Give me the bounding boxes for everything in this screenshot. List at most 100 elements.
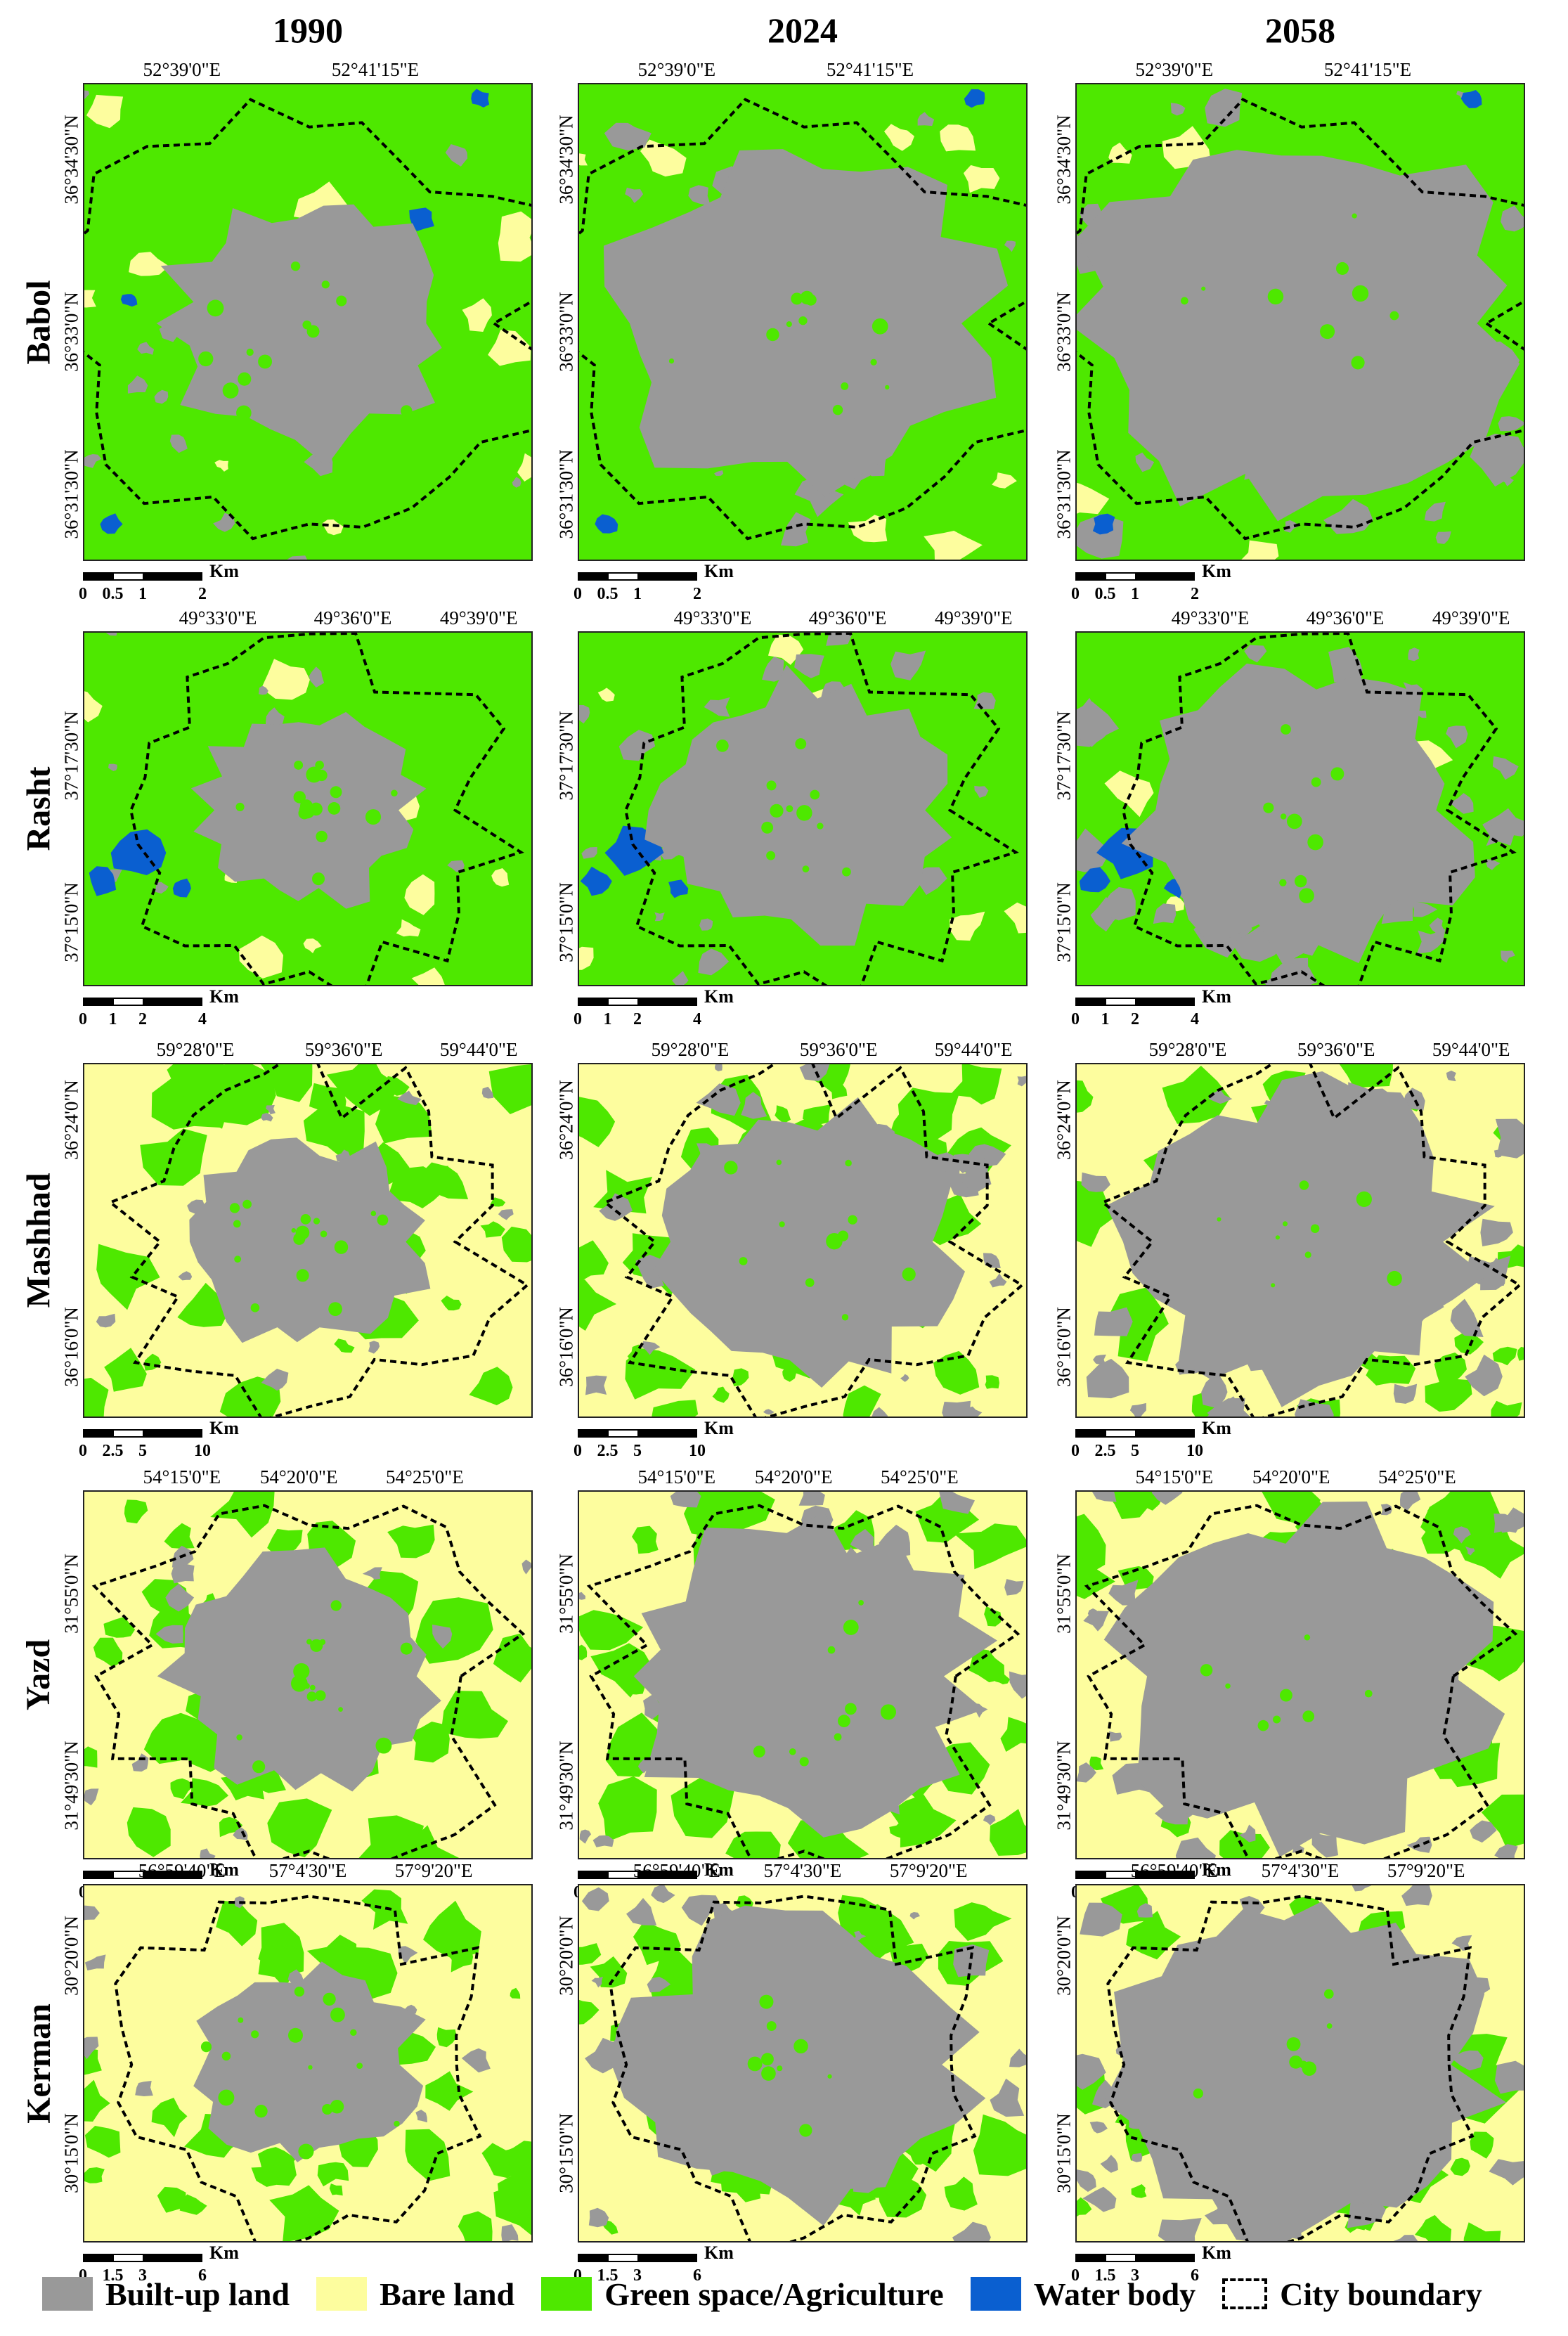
patch-green-space bbox=[880, 1704, 896, 1720]
patch-built-up bbox=[1244, 645, 1267, 663]
longitude-label: 54°15'0"E bbox=[1135, 1466, 1214, 1488]
patch-built-up bbox=[1480, 1258, 1508, 1291]
scale-bar-segment bbox=[608, 574, 637, 579]
patch-green-space bbox=[261, 1064, 313, 1102]
patch-green-space bbox=[252, 1760, 266, 1774]
patch-green-space bbox=[330, 2007, 345, 2022]
scale-bar-segment bbox=[579, 1872, 609, 1878]
patch-green-space bbox=[365, 809, 382, 825]
scale-bar-segment bbox=[608, 1431, 637, 1436]
patch-green-space bbox=[84, 2167, 105, 2183]
patch-built-up bbox=[362, 1567, 382, 1580]
patch-built-up bbox=[763, 1409, 775, 1415]
scale-bar-segments bbox=[83, 572, 202, 581]
patch-green-space bbox=[291, 1674, 308, 1692]
scale-tick-label: 3 bbox=[1131, 2266, 1139, 2285]
patch-green-space bbox=[1320, 324, 1335, 340]
patch-built-up bbox=[447, 860, 465, 872]
patch-water-body bbox=[120, 294, 138, 307]
patch-built-up bbox=[581, 846, 597, 859]
patch-green-space bbox=[855, 1910, 881, 1935]
patch-green-space bbox=[330, 2099, 344, 2114]
patch-green-space bbox=[157, 2186, 186, 2213]
longitude-label: 54°25'0"E bbox=[1378, 1466, 1456, 1488]
patch-green-space bbox=[326, 1064, 400, 1116]
patch-green-space bbox=[219, 1376, 281, 1417]
patch-built-up bbox=[445, 144, 468, 167]
patch-green-space bbox=[234, 1256, 242, 1263]
scale-bar-segment bbox=[1106, 1431, 1135, 1436]
patch-bare-land bbox=[924, 531, 983, 560]
latitude-label: 30°15'0"N bbox=[1053, 2112, 1075, 2193]
scale-tick-label: 5 bbox=[633, 1442, 642, 1460]
patch-green-space bbox=[787, 1817, 869, 1858]
patch-bare-land bbox=[579, 946, 594, 970]
patch-green-space bbox=[330, 1600, 342, 1611]
scale-bar-segment bbox=[143, 2255, 201, 2261]
patch-built-up bbox=[1009, 2048, 1026, 2067]
longitude-label: 52°41'15"E bbox=[1323, 59, 1412, 80]
longitude-label: 57°4'30"E bbox=[1261, 1860, 1340, 1881]
patch-green-space bbox=[177, 1282, 230, 1327]
patch-built-up bbox=[579, 1829, 592, 1844]
patch-green-space bbox=[127, 1807, 171, 1857]
patch-built-up bbox=[1004, 1579, 1024, 1596]
patch-green-space bbox=[304, 1683, 310, 1689]
scale-bar-segment bbox=[1135, 2255, 1193, 2261]
latitude-label: 36°34'30"N bbox=[555, 115, 577, 205]
patch-green-space bbox=[1280, 813, 1287, 820]
scale-bar-segment bbox=[84, 1431, 114, 1436]
patch-built-up bbox=[672, 971, 689, 985]
patch-built-up bbox=[1494, 1149, 1502, 1158]
scale-bar-segment bbox=[1106, 1872, 1135, 1878]
patch-green-space bbox=[405, 2129, 451, 2181]
patch-green-space bbox=[848, 1215, 857, 1225]
scale-bar-segment bbox=[579, 999, 609, 1005]
patch-bare-land bbox=[322, 520, 344, 536]
patch-built-up bbox=[990, 2078, 1025, 2117]
patch-green-space bbox=[287, 2027, 303, 2043]
patch-built-up bbox=[618, 730, 656, 761]
patch-green-space bbox=[579, 1943, 602, 1965]
legend-label: Built-up land bbox=[105, 2276, 290, 2312]
patch-green-space bbox=[1351, 356, 1365, 370]
patch-green-space bbox=[1193, 2088, 1203, 2099]
patch-green-space bbox=[315, 1690, 326, 1701]
latitude-label: 30°20'0"N bbox=[1053, 1916, 1075, 1996]
patch-green-space bbox=[328, 1302, 342, 1316]
patch-built-up bbox=[1017, 1076, 1026, 1087]
land-cover-map bbox=[578, 83, 1028, 561]
patch-green-space bbox=[493, 1633, 531, 1683]
scale-tick-label: 6 bbox=[1191, 2266, 1199, 2285]
patch-green-space bbox=[400, 1642, 413, 1655]
patch-green-space bbox=[436, 2027, 457, 2048]
legend-swatch bbox=[42, 2277, 93, 2311]
patch-green-space bbox=[329, 2183, 343, 2196]
patch-green-space bbox=[316, 830, 328, 843]
latitude-label: 37°17'30"N bbox=[555, 711, 577, 801]
patch-built-up bbox=[604, 122, 652, 150]
patch-built-up bbox=[1501, 950, 1515, 963]
patch-green-space bbox=[1302, 1710, 1315, 1722]
patch-bare-land bbox=[767, 634, 804, 665]
patch-green-space bbox=[1299, 888, 1314, 903]
patch-built-up bbox=[368, 1341, 380, 1354]
patch-green-space bbox=[510, 1987, 521, 1999]
scale-tick-label: 1 bbox=[603, 1010, 612, 1028]
patch-green-space bbox=[408, 1722, 450, 1763]
patch-built-up bbox=[1446, 1070, 1456, 1082]
scale-bar-segment bbox=[1106, 574, 1135, 579]
patch-built-up bbox=[1009, 1671, 1026, 1699]
scale-unit: Km bbox=[704, 1859, 734, 1880]
patch-green-space bbox=[238, 2017, 244, 2023]
patch-bare-land bbox=[303, 938, 322, 953]
patch-green-space bbox=[834, 1733, 842, 1741]
patch-bare-land bbox=[640, 139, 687, 177]
scale-bar-segment bbox=[113, 2255, 143, 2261]
longitude-label: 49°33'0"E bbox=[673, 607, 752, 628]
patch-green-space bbox=[789, 1748, 796, 1755]
patch-green-space bbox=[739, 1257, 748, 1265]
scale-bar-segments bbox=[83, 1871, 202, 1879]
patch-green-space bbox=[257, 2147, 297, 2178]
patch-green-space bbox=[984, 1606, 1002, 1627]
